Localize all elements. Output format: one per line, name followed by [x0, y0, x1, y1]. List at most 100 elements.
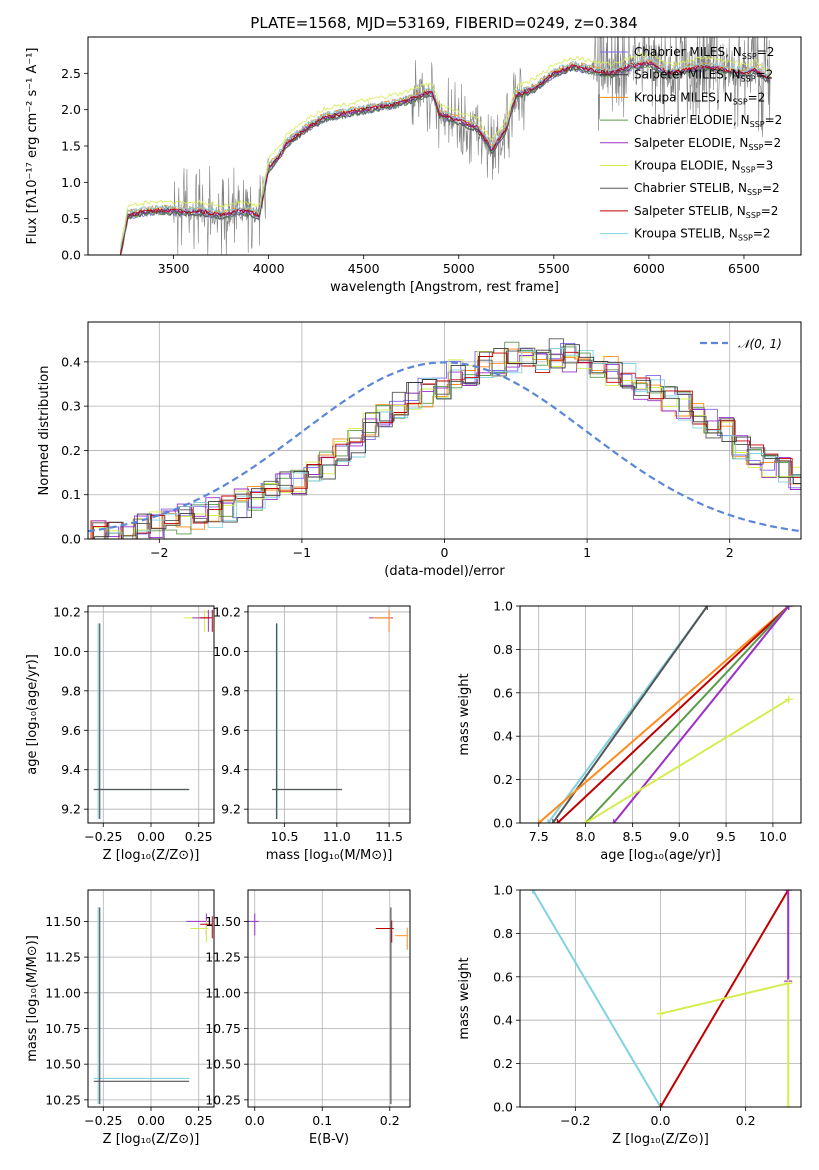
legend-label-text: Salpeter ELODIE, N	[634, 136, 748, 150]
age_vs_Z-ylabel: age [log₁₀(age/yr)]	[25, 654, 40, 775]
model-line-kroupa_elodie	[119, 52, 771, 247]
legend-label-salpeter_stelib: Salpeter STELIB, NSSP=2	[634, 204, 778, 220]
legend-label-post: =2	[761, 204, 779, 218]
residuals-legend: 𝒩(0, 1)	[700, 337, 782, 351]
histogram-salpeter_stelib	[92, 351, 801, 539]
residuals-ylabel: Normed distribution	[37, 366, 52, 496]
age_vs_Z-xtick-label: −0.25	[84, 829, 122, 844]
spectrum-xtick-label: 4000	[253, 261, 285, 276]
model-line-kroupa_miles	[119, 58, 771, 252]
mass_weight_vs_age-ytick-label: 1.0	[493, 599, 513, 614]
age_vs_mass-panel: 10.5 11.0 11.5 9.2 9.4 9.6 9.8 10.0 10.2 mass [lo…	[213, 604, 411, 863]
mass_vs_Z-grid	[88, 890, 214, 1107]
legend-label-text: Kroupa MILES, N	[634, 90, 733, 104]
mass_weight_vs_age-xtick-label: 7.5	[529, 829, 549, 844]
mass_vs_ebv-plot-area	[248, 907, 408, 1105]
legend-label-sub: SSP	[750, 120, 765, 129]
legend-label-kroupa_stelib: Kroupa STELIB, NSSP=2	[634, 227, 771, 243]
legend-label-text: Salpeter MILES, N	[634, 68, 741, 82]
mass_vs_ebv-xlabel: E(B-V)	[309, 1132, 349, 1147]
spectrum-ytick-label: 2.0	[61, 102, 81, 117]
histogram-kroupa_stelib	[94, 348, 801, 539]
residuals-ytick-label: 0.3	[61, 399, 81, 414]
spectrum-xtick-label: 4500	[348, 261, 380, 276]
legend-label-chabrier_miles: Chabrier MILES, NSSP=2	[634, 45, 774, 61]
mass_vs_ebv-ytick-label: 11.50	[205, 914, 241, 929]
legend-label-post: =2	[762, 181, 780, 195]
mass_vs_ebv-ytick-label: 10.75	[205, 1021, 241, 1036]
mass_vs_Z-ytick-label: 11.00	[45, 985, 81, 1000]
mass_weight_vs_Z-xtick-label: −0.2	[560, 1113, 590, 1128]
age_vs_mass-grid	[248, 606, 410, 823]
spectrum-xtick-label: 3500	[158, 261, 190, 276]
legend-label-post: =2	[763, 136, 781, 150]
series-line-kroupa_stelib	[531, 890, 662, 1107]
mass_vs_Z-ytick-label: 11.25	[45, 950, 81, 965]
age_vs_Z-ytick-label: 10.2	[53, 604, 81, 619]
legend-label-sub: SSP	[733, 97, 748, 106]
spectrum-ylabel: Flux [fλ10⁻¹⁷ erg cm⁻² s⁻¹ A⁻¹]	[25, 48, 40, 245]
mass_weight_vs_age-ytick-label: 0.4	[493, 729, 513, 744]
series-line-salpeter_elodie	[612, 606, 790, 823]
residuals-xtick-label: −1	[293, 545, 311, 560]
age_vs_mass-xtick-label: 11.5	[375, 829, 403, 844]
legend-label-sub: SSP	[742, 52, 757, 61]
mass_weight_vs_Z-plot-area	[528, 890, 793, 1107]
mass_weight_vs_age-xtick-label: 8.5	[622, 829, 642, 844]
spectrum-xtick-label: 6500	[728, 261, 760, 276]
mass_weight_vs_age-ylabel: mass weight	[457, 673, 472, 755]
residuals-frame	[87, 321, 802, 540]
residuals-ytick-label: 0.2	[61, 443, 81, 458]
residuals-xtick-label: 0	[441, 545, 449, 560]
age_vs_mass-ytick-label: 9.6	[221, 723, 241, 738]
mass_vs_Z-frame	[87, 889, 215, 1108]
mass_weight_vs_Z-ytick-label: 0.2	[493, 1056, 513, 1071]
legend-label-post: =2	[753, 227, 771, 241]
spectrum-ytick-label: 1.0	[61, 175, 81, 190]
legend-label-text: Kroupa ELODIE, N	[634, 159, 741, 173]
legend-label-post: =2	[748, 90, 766, 104]
spectrum-xtick-label: 6000	[633, 261, 665, 276]
age_vs_Z-grid	[88, 606, 214, 823]
age_vs_Z-xlabel: Z [log₁₀(Z/Z⊙)]	[103, 848, 200, 863]
observed-spectrum-line	[120, 37, 771, 255]
mass_vs_Z-xtick-label: 0.00	[137, 1113, 165, 1128]
mass_vs_ebv-frame	[247, 889, 411, 1108]
model-line-chabrier_elodie	[119, 64, 771, 255]
series-line-kroupa_elodie	[660, 982, 789, 1015]
age_vs_mass-ytick-label: 10.2	[213, 604, 241, 619]
legend-label-text: Chabrier STELIB, N	[634, 181, 747, 195]
mass_vs_Z-ytick-label: 11.50	[45, 914, 81, 929]
histogram-salpeter_miles	[94, 344, 801, 539]
mass_weight_vs_Z-ytick-label: 1.0	[493, 883, 513, 898]
spectrum-ytick-label: 1.5	[61, 139, 81, 154]
legend-label-sub: SSP	[747, 188, 762, 197]
legend-label-sub: SSP	[746, 211, 761, 220]
mass_vs_ebv-xtick-label: 0.0	[245, 1113, 265, 1128]
mass_vs_ebv-xtick-label: 0.1	[312, 1113, 332, 1128]
series-line-chabrier_elodie	[584, 606, 790, 823]
mass_weight_vs_age-panel: 7.5 8.0 8.5 9.0 9.5 10.0 0.0 0.2 0.4 0.6 0.8 1.0 age…	[457, 599, 802, 863]
figure-title: PLATE=1568, MJD=53169, FIBERID=0249, z=0…	[250, 14, 637, 32]
spectrum-xtick-label: 5000	[443, 261, 475, 276]
mass_vs_ebv-xtick-label: 0.2	[380, 1113, 400, 1128]
legend-label-salpeter_miles: Salpeter MILES, NSSP=2	[634, 68, 773, 84]
age_vs_Z-ytick-label: 9.8	[61, 683, 81, 698]
mass_vs_ebv-grid	[248, 890, 410, 1107]
residuals-xlabel: (data-model)/error	[384, 564, 505, 579]
mass_vs_Z-ytick-label: 10.75	[45, 1021, 81, 1036]
age_vs_mass-xtick-label: 11.0	[323, 829, 351, 844]
histogram-chabrier_elodie	[91, 341, 801, 539]
normal-distribution-curve	[88, 361, 801, 533]
age_vs_Z-frame	[87, 605, 215, 824]
residuals-xtick-label: −2	[150, 545, 168, 560]
model-line-salpeter_elodie	[119, 61, 771, 255]
mass_vs_Z-panel: −0.25 0.00 0.25 10.25 10.50 10.75 11.00 11.25 11…	[25, 889, 215, 1147]
age_vs_Z-xtick-label: 0.00	[137, 829, 165, 844]
mass_weight_vs_age-xtick-label: 9.5	[716, 829, 736, 844]
histogram-chabrier_stelib	[92, 338, 801, 539]
mass_weight_vs_Z-panel: −0.2 0.0 0.2 0.0 0.2 0.4 0.6 0.8 1.0 Z [log₁₀(Z/Z…	[457, 883, 802, 1147]
mass_weight_vs_Z-ytick-label: 0.0	[493, 1100, 513, 1115]
mass_weight_vs_Z-ytick-label: 0.8	[493, 926, 513, 941]
